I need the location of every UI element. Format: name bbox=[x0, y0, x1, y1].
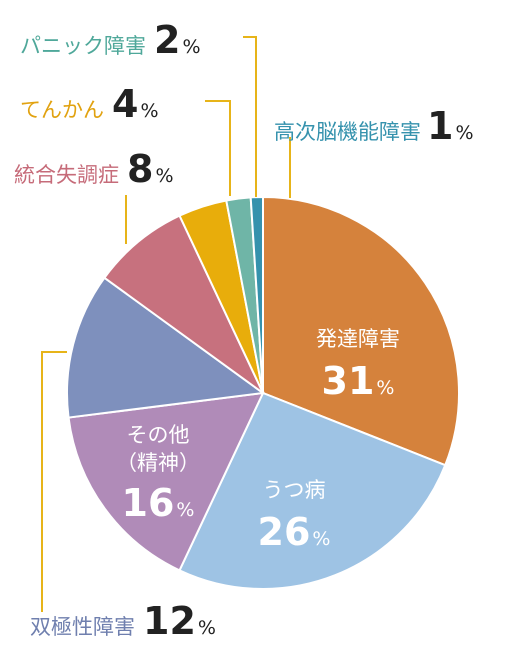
slice-value-utsu: 26% bbox=[258, 510, 331, 554]
slice-value-hattatsu: 31% bbox=[322, 359, 395, 403]
value-number: 31 bbox=[322, 359, 375, 403]
label-name: 双極性障害 bbox=[30, 615, 135, 639]
slice-sonota bbox=[67, 391, 265, 572]
leader-soukyoku bbox=[41, 351, 67, 612]
label-soukyoku: 双極性障害 12% bbox=[30, 599, 216, 643]
slice-label-utsu: うつ病 bbox=[263, 478, 326, 502]
label-panic: パニック障害 2% bbox=[20, 18, 201, 62]
value-number: 12 bbox=[143, 599, 196, 643]
slice-label-sonota-2: （精神） bbox=[116, 451, 200, 475]
value-unit: % bbox=[455, 122, 473, 144]
value-number: 8 bbox=[127, 147, 153, 191]
slice-label-sonota: その他 bbox=[127, 423, 190, 447]
leader-lines bbox=[41, 36, 291, 612]
value-number: 16 bbox=[122, 481, 175, 525]
slice-soukyoku bbox=[66, 276, 266, 419]
value-unit: % bbox=[312, 528, 330, 550]
label-tenkan: てんかん 4% bbox=[20, 82, 159, 126]
value-unit: % bbox=[198, 617, 216, 639]
value-unit: % bbox=[182, 36, 200, 58]
label-name: 高次脳機能障害 bbox=[274, 120, 421, 144]
slice-value-sonota: 16% bbox=[122, 481, 195, 525]
label-koujinou: 高次脳機能障害 1% bbox=[274, 104, 474, 148]
slice-koujinou bbox=[249, 195, 264, 394]
value-number: 1 bbox=[427, 104, 453, 148]
value-number: 2 bbox=[154, 18, 180, 62]
label-name: てんかん bbox=[20, 98, 104, 122]
value-number: 26 bbox=[258, 510, 311, 554]
leader-panic bbox=[243, 36, 257, 197]
slice-utsu bbox=[178, 391, 447, 590]
value-number: 4 bbox=[112, 82, 138, 126]
value-unit: % bbox=[155, 165, 173, 187]
label-name: 統合失調症 bbox=[14, 163, 119, 187]
slice-hattatsu bbox=[262, 195, 460, 467]
label-tougou: 統合失調症 8% bbox=[14, 147, 174, 191]
slice-tougou bbox=[103, 214, 264, 394]
leader-tenkan bbox=[205, 100, 231, 196]
label-name: パニック障害 bbox=[20, 34, 146, 58]
slice-label-hattatsu: 発達障害 bbox=[316, 327, 400, 351]
value-unit: % bbox=[140, 100, 158, 122]
value-unit: % bbox=[176, 499, 194, 521]
value-unit: % bbox=[376, 377, 394, 399]
pie-slices bbox=[66, 195, 460, 590]
